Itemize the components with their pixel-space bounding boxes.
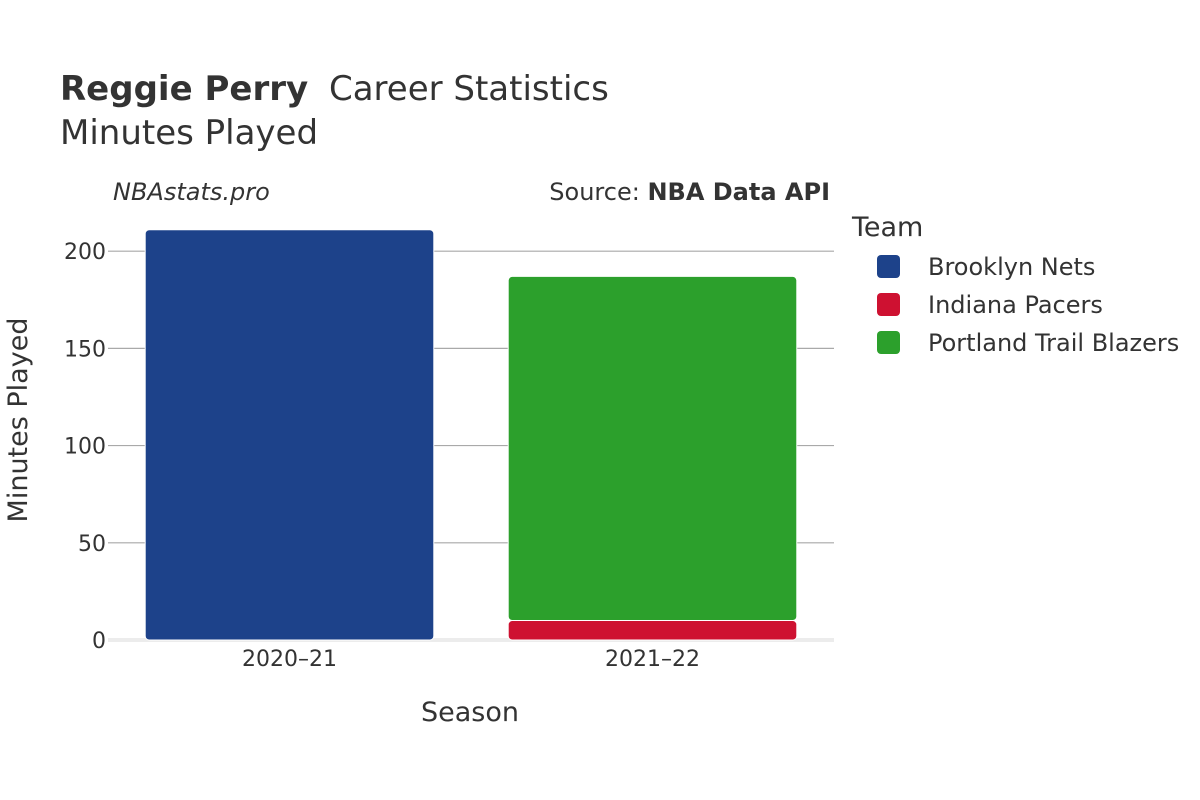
y-tick-label: 0 (92, 629, 106, 654)
source-name: NBA Data API (647, 178, 830, 206)
chart-title: Reggie Perry Career Statistics (60, 69, 609, 109)
x-tick-labels: 2020–21 2021–22 (242, 647, 700, 672)
bar-segment[interactable] (507, 620, 798, 641)
x-axis-title: Season (421, 697, 519, 728)
legend-swatch (877, 255, 900, 278)
source-prefix: Source: (549, 178, 647, 206)
legend: Team Brooklyn Nets Indiana Pacers Portland… (851, 212, 1179, 357)
legend-label: Indiana Pacers (928, 291, 1103, 319)
title-rest: Career Statistics (329, 69, 609, 109)
legend-title: Team (851, 212, 923, 243)
bar-segment[interactable] (507, 275, 798, 622)
y-tick-label: 200 (64, 240, 106, 265)
y-tick-label: 150 (64, 337, 106, 362)
x-tick-label: 2021–22 (605, 647, 700, 672)
legend-label: Brooklyn Nets (928, 253, 1095, 281)
x-tick-label: 2020–21 (242, 647, 337, 672)
legend-label: Portland Trail Blazers (928, 329, 1179, 357)
player-name: Reggie Perry (60, 69, 308, 109)
source-credit: Source: NBA Data API (549, 178, 830, 206)
watermark: NBAstats.pro (113, 178, 270, 206)
y-tick-label: 50 (78, 532, 106, 557)
y-tick-label: 100 (64, 435, 106, 460)
y-tick-labels: 0 50 100 150 200 (64, 240, 106, 654)
legend-swatch (877, 293, 900, 316)
y-axis-title: Minutes Played (3, 318, 34, 523)
bar-segment[interactable] (144, 229, 435, 641)
legend-swatch (877, 331, 900, 354)
bars (144, 229, 798, 641)
chart-subtitle: Minutes Played (60, 113, 318, 153)
